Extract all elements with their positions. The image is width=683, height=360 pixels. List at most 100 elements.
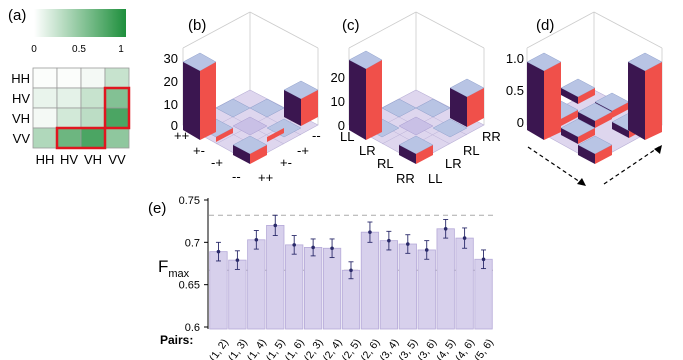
panel-c-left-label-4: RR <box>396 171 415 186</box>
data-point <box>387 238 391 243</box>
bar <box>228 259 247 330</box>
panel-c-left-label-2: LR <box>359 143 376 158</box>
panel-a: (a) 0 0.5 1 HH HV VH VV HH HV VH VV <box>8 7 131 167</box>
data-point <box>216 249 221 254</box>
colorbar-tick-1: 0.5 <box>72 44 86 55</box>
panel-d-bars <box>526 52 663 164</box>
highlight-box-vertical <box>103 86 131 130</box>
panel-e: (e) Fmax 0.6 0.65 0.7 0.75 (1, 2)(1, 3)(1, … <box>148 195 496 360</box>
panel-c-right-label-2: RL <box>463 143 480 158</box>
bar <box>436 228 455 330</box>
data-point <box>424 248 429 252</box>
panel-c-ztick-0: 0 <box>338 118 345 133</box>
bar <box>304 247 323 330</box>
heatmap-cell <box>80 67 106 89</box>
bar <box>322 247 342 330</box>
heatmap-cell <box>80 107 106 129</box>
panel-b-ztick-30: 30 <box>164 51 178 66</box>
panel-b-ztick-10: 10 <box>164 97 178 112</box>
heatmap-cell <box>56 127 82 149</box>
bar <box>247 239 266 330</box>
bar <box>398 243 417 330</box>
data-point <box>254 237 259 242</box>
x-tick-labels: (1, 2)(1, 3)(1, 4)(1, 5)(1, 6)(2, 3)(2, … <box>207 337 496 360</box>
bar <box>474 258 493 330</box>
row-label-vh: VH <box>12 111 30 126</box>
panel-b-right-label-1: -- <box>312 128 321 143</box>
bar <box>455 237 474 330</box>
data-point <box>349 268 353 273</box>
heatmap-cell <box>32 127 58 149</box>
panel-a-label: (a) <box>8 7 26 24</box>
heatmap-cell <box>32 87 58 109</box>
panel-b-ztick-20: 20 <box>164 74 178 89</box>
row-label-hv: HV <box>12 91 30 106</box>
highlight-box-horizontal <box>55 126 107 150</box>
panel-b-label: (b) <box>188 17 206 34</box>
bar <box>285 244 304 330</box>
panel-c-front-bar <box>398 135 434 164</box>
data-point <box>235 258 240 262</box>
panel-b-small-bars <box>199 98 302 142</box>
panel-c-right-label-3: LR <box>445 156 462 171</box>
colorbar <box>34 9 126 37</box>
heatmap-cell <box>32 67 58 89</box>
bar <box>209 251 228 330</box>
data-point <box>406 242 410 246</box>
y-tick-label: 0.65 <box>179 280 200 292</box>
col-label-vh: VH <box>84 152 102 167</box>
arrow-head-right <box>654 145 662 154</box>
data-point <box>330 246 334 251</box>
colorbar-tick-0: 0 <box>31 44 37 55</box>
panel-c-right-label-4: LL <box>428 171 442 186</box>
panel-b-right-label-2: -+ <box>297 143 309 158</box>
panel-b-left-label-2: +- <box>193 143 205 158</box>
panel-c-ztick-20: 20 <box>331 70 345 85</box>
x-axis-label: Pairs: <box>160 333 193 347</box>
col-label-vv: VV <box>108 152 126 167</box>
panel-b-right-label-4: ++ <box>258 170 273 185</box>
col-label-hh: HH <box>36 152 55 167</box>
x-tick-label: (5, 6) <box>472 337 496 360</box>
y-axis-ticks: 0.6 0.65 0.7 0.75 <box>179 195 208 334</box>
panel-c-small-bars <box>365 98 468 138</box>
data-point <box>481 257 486 262</box>
panel-b-front-bar <box>232 135 268 164</box>
bar <box>417 249 436 330</box>
heatmap-cell <box>80 87 106 109</box>
panel-c: (c) 20 10 0 LL <box>331 11 501 186</box>
data-point <box>273 223 278 228</box>
y-tick-label: 0.6 <box>185 322 200 334</box>
panel-b-ztick-0: 0 <box>171 118 178 133</box>
panel-b-tall-bar-left <box>182 52 217 140</box>
row-label-vv: VV <box>13 131 31 146</box>
panel-c-tall-bar-left <box>348 50 383 140</box>
colorbar-tick-2: 1 <box>118 44 124 55</box>
panel-b-tall-bar-right <box>283 80 319 126</box>
col-label-hv: HV <box>60 152 78 167</box>
heatmap-cell <box>104 127 130 149</box>
panel-c-left-label-1: LL <box>340 129 354 144</box>
y-tick-label: 0.7 <box>185 237 200 249</box>
panel-b-left-label-3: -+ <box>211 155 223 170</box>
data-point <box>311 245 315 250</box>
bar <box>360 231 380 330</box>
heatmap-cell <box>104 87 130 109</box>
heatmap-cell <box>56 67 82 89</box>
arrow-head-left <box>577 178 586 186</box>
data-point <box>292 243 297 247</box>
panel-d-ztick-1: 1.0 <box>506 51 524 66</box>
row-label-hh: HH <box>11 71 30 86</box>
panel-c-label: (c) <box>342 17 360 34</box>
panel-d-ztick-05: 0.5 <box>506 83 524 98</box>
density-matrix-heatmap <box>32 67 131 150</box>
panel-c-tall-bar-right <box>449 78 485 127</box>
panel-c-ztick-10: 10 <box>331 94 345 109</box>
chart-title: (e) <box>148 200 166 217</box>
bar <box>266 224 285 330</box>
heatmap-cell <box>32 107 58 129</box>
heatmap-cell <box>104 107 130 129</box>
panel-b-left-label-4: -- <box>232 169 241 184</box>
heatmap-cell <box>56 107 82 129</box>
heatmap-cell <box>56 87 82 109</box>
